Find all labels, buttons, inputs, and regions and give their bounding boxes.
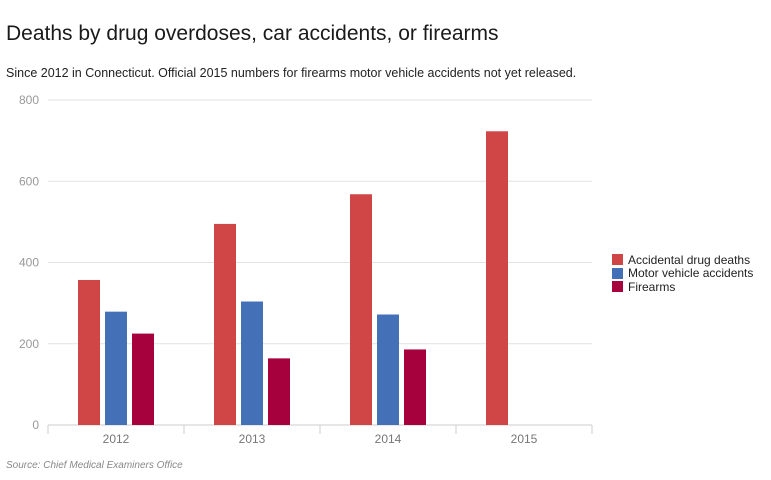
- legend-item-firearms: Firearms: [612, 280, 753, 294]
- source-note: Source: Chief Medical Examiners Office: [6, 460, 183, 471]
- bar-accidental-drug-deaths-2013: [214, 223, 236, 425]
- legend-item-motor-vehicle-accidents: Motor vehicle accidents: [612, 266, 754, 281]
- x-tick-label-2013: 2013: [239, 432, 266, 446]
- legend-label: Motor vehicle accidents: [628, 266, 754, 281]
- bar-motor-vehicle-accidents-2013: [241, 301, 263, 425]
- x-tick-label-2012: 2012: [103, 432, 130, 446]
- legend-swatch: [612, 281, 623, 293]
- bar-firearms-2014: [404, 349, 426, 425]
- legend-item-accidental-drug-deaths: Accidental drug deaths: [612, 253, 753, 267]
- bar-motor-vehicle-accidents-2014: [377, 314, 399, 425]
- bar-accidental-drug-deaths-2012: [78, 279, 100, 425]
- legend-swatch: [612, 267, 623, 279]
- y-tick-label-0: 0: [32, 418, 39, 432]
- legend-label: Firearms: [628, 279, 676, 294]
- x-tick-label-2014: 2014: [375, 432, 402, 446]
- chart-subtitle: Since 2012 in Connecticut. Official 2015…: [6, 66, 577, 80]
- bar-accidental-drug-deaths-2014: [350, 194, 372, 425]
- bar-accidental-drug-deaths-2015: [486, 131, 508, 425]
- y-tick-label-400: 400: [19, 256, 39, 270]
- legend-swatch: [612, 254, 623, 266]
- y-tick-label-200: 200: [19, 337, 39, 351]
- x-tick-label-2015: 2015: [511, 432, 538, 446]
- chart-legend: Accidental drug deaths Motor vehicle acci…: [612, 253, 753, 294]
- chart-title: Deaths by drug overdoses, car accidents,…: [6, 22, 499, 45]
- bar-firearms-2013: [268, 358, 290, 425]
- legend-label: Accidental drug deaths: [628, 252, 751, 267]
- y-tick-label-800: 800: [19, 93, 39, 107]
- bar-firearms-2012: [132, 333, 154, 425]
- y-tick-label-600: 600: [19, 174, 39, 188]
- bar-motor-vehicle-accidents-2012: [105, 311, 127, 425]
